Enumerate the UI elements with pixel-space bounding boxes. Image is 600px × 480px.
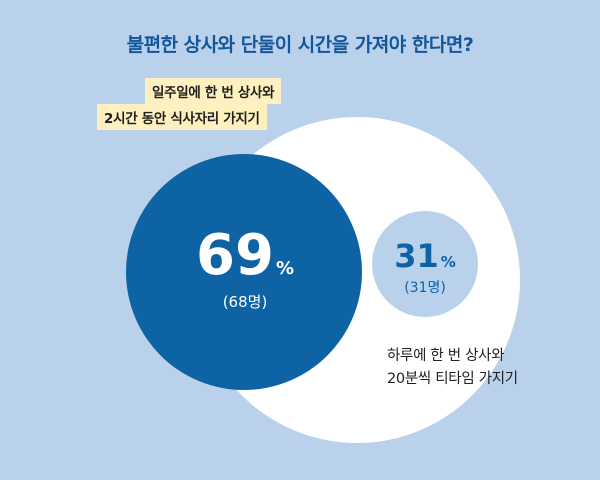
percent-daily-tea-value: 31 [394,237,439,275]
percent-weekly-meal-unit: % [275,258,294,279]
count-weekly-meal: (68명) [222,293,268,311]
chart-title: 불편한 상사와 단둘이 시간을 가져야 한다면? [126,34,474,56]
count-daily-tea: (31명) [404,280,446,296]
percent-weekly-meal: 69% [125,228,365,284]
label-daily-tea-line-2: 20분씩 티타임 가지기 [387,371,518,387]
bubble-daily-tea [372,211,478,317]
label-weekly-meal-line-2: 2시간 동안 식사자리 가지기 [97,104,267,130]
label-daily-tea: 하루에 한 번 상사와 20분씩 티타임 가지기 [387,345,587,391]
percent-daily-tea-unit: % [440,253,456,271]
bubble-weekly-meal [126,154,362,390]
label-daily-tea-line-1: 하루에 한 번 상사와 [387,348,505,364]
label-weekly-meal-line-1: 일주일에 한 번 상사와 [145,78,282,104]
percent-weekly-meal-value: 69 [196,223,274,288]
percent-daily-tea: 31% [365,240,485,272]
